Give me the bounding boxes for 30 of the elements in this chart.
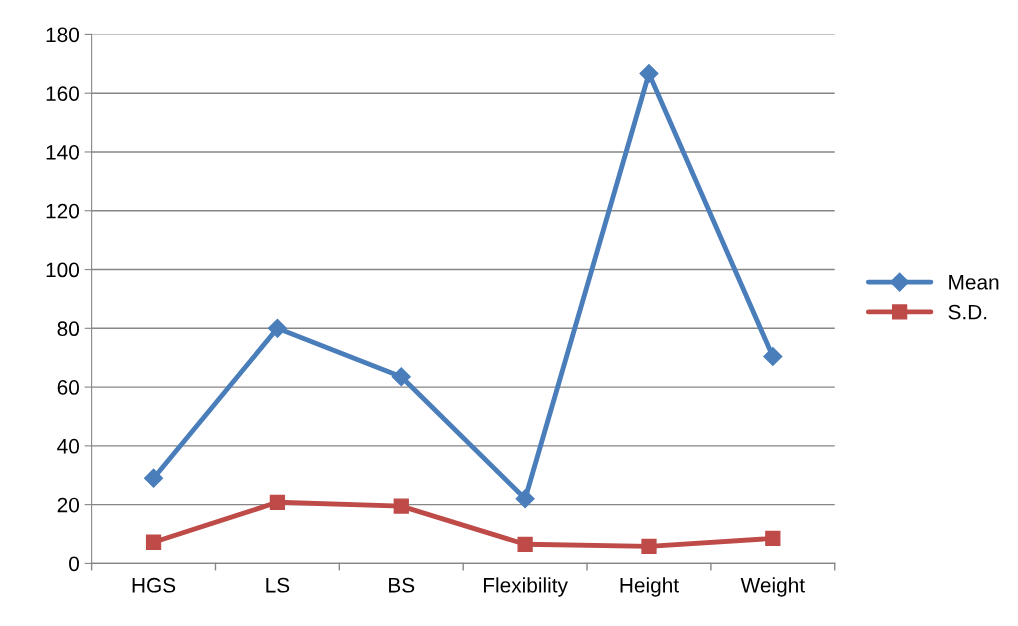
y-tick-label: 120 (46, 203, 79, 219)
point (765, 530, 781, 547)
x-tick-label: Weight (740, 577, 805, 597)
point (393, 498, 409, 514)
point (267, 318, 287, 338)
y-tick-label: 0 (69, 556, 79, 572)
y-tick-label: 20 (57, 497, 79, 513)
x-tick-label: Height (620, 577, 679, 597)
point (391, 367, 411, 387)
y-tick-label: 80 (57, 321, 79, 337)
y-tick-label: 60 (57, 380, 79, 395)
point (145, 534, 162, 550)
point (515, 489, 535, 509)
legend-label: S.D. (948, 304, 987, 320)
point (763, 346, 783, 367)
point (144, 468, 164, 488)
point (641, 538, 657, 554)
y-tick-label: 180 (46, 27, 79, 43)
legend-label: Mean (949, 275, 999, 290)
y-tick-label: 160 (46, 86, 79, 101)
y-tick-label: 100 (46, 262, 79, 278)
point (269, 494, 286, 510)
y-tick-label: 140 (46, 144, 79, 160)
x-tick-label: HGS (132, 577, 176, 593)
point (639, 63, 659, 84)
x-tick-label: LS (266, 577, 290, 593)
x-tick-label: Flexibility (484, 577, 568, 597)
y-tick-label: 40 (57, 438, 79, 454)
x-tick-label: BS (389, 577, 415, 593)
point (517, 536, 533, 552)
